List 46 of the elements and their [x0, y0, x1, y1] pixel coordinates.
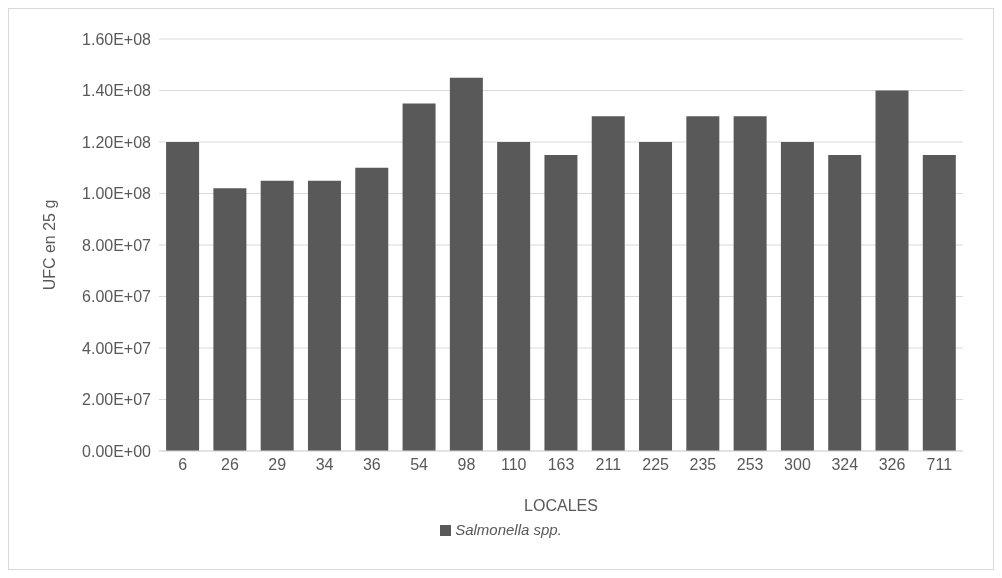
x-tick-label: 29	[268, 456, 287, 474]
bar	[639, 142, 673, 451]
x-tick-label: 98	[457, 456, 476, 474]
y-tick-label: 2.00E+07	[82, 391, 152, 409]
y-tick-label: 8.00E+07	[82, 236, 152, 254]
x-tick-label: 110	[500, 456, 527, 474]
bar	[166, 142, 200, 451]
bar	[733, 116, 767, 451]
x-tick-label: 163	[547, 456, 575, 474]
x-tick-label: 711	[926, 456, 953, 474]
x-tick-label: 6	[178, 456, 188, 474]
legend-label: Salmonella spp.	[455, 521, 562, 538]
x-tick-label: 253	[736, 456, 764, 474]
bar	[922, 154, 956, 451]
y-tick-label: 0.00E+00	[82, 442, 152, 460]
bar	[402, 103, 436, 451]
x-tick-label: 36	[362, 456, 381, 474]
bar	[875, 90, 909, 451]
x-tick-label: 326	[878, 456, 906, 474]
x-tick-label: 54	[410, 456, 429, 474]
x-tick-label: 235	[689, 456, 717, 474]
x-axis-title: LOCALES	[524, 497, 598, 514]
bar	[780, 142, 814, 451]
x-tick-label: 26	[221, 456, 239, 474]
y-tick-label: 4.00E+07	[82, 339, 152, 357]
bar	[497, 142, 531, 451]
y-tick-label: 6.00E+07	[82, 288, 152, 306]
y-tick-label: 1.20E+08	[82, 133, 152, 151]
bar	[260, 180, 294, 451]
bar	[544, 154, 578, 451]
y-tick-label: 1.00E+08	[82, 185, 152, 203]
y-tick-label: 1.60E+08	[82, 30, 152, 48]
bar	[213, 188, 247, 451]
y-axis-title: UFC en 25 g	[40, 199, 58, 291]
x-tick-label: 300	[784, 456, 811, 474]
y-tick-label: 1.40E+08	[82, 82, 152, 100]
x-tick-label: 324	[831, 456, 859, 474]
bar	[828, 154, 862, 451]
bar	[686, 116, 720, 451]
bar	[449, 77, 483, 451]
bar	[591, 116, 625, 451]
x-tick-label: 225	[642, 456, 670, 474]
x-tick-label: 211	[595, 456, 622, 474]
x-tick-label: 34	[315, 456, 334, 474]
bar	[307, 180, 341, 451]
bar	[355, 167, 389, 451]
